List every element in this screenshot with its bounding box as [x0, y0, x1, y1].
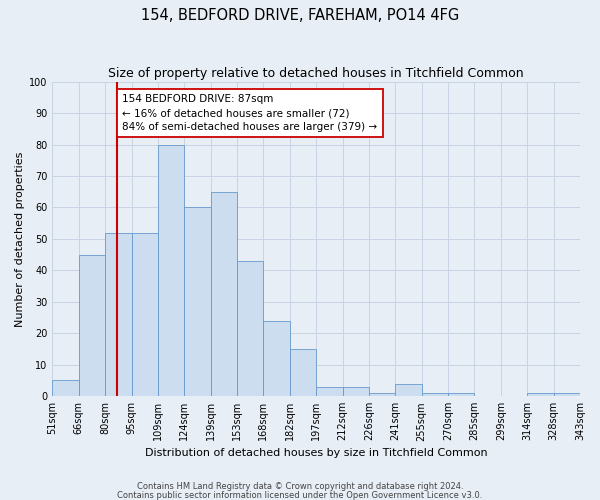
Bar [105, 232, 131, 396]
Bar [369, 393, 395, 396]
Bar [422, 393, 448, 396]
Bar [448, 393, 475, 396]
Y-axis label: Number of detached properties: Number of detached properties [15, 151, 25, 326]
Bar [527, 393, 554, 396]
Text: 154 BEDFORD DRIVE: 87sqm
← 16% of detached houses are smaller (72)
84% of semi-d: 154 BEDFORD DRIVE: 87sqm ← 16% of detach… [122, 94, 377, 132]
Bar [316, 387, 343, 396]
Bar [52, 380, 79, 396]
Text: Contains public sector information licensed under the Open Government Licence v3: Contains public sector information licen… [118, 491, 482, 500]
Bar [395, 384, 422, 396]
Bar [79, 254, 105, 396]
X-axis label: Distribution of detached houses by size in Titchfield Common: Distribution of detached houses by size … [145, 448, 488, 458]
Title: Size of property relative to detached houses in Titchfield Common: Size of property relative to detached ho… [109, 68, 524, 80]
Bar [184, 208, 211, 396]
Bar [343, 387, 369, 396]
Text: 154, BEDFORD DRIVE, FAREHAM, PO14 4FG: 154, BEDFORD DRIVE, FAREHAM, PO14 4FG [141, 8, 459, 22]
Bar [263, 320, 290, 396]
Bar [554, 393, 580, 396]
Bar [131, 232, 158, 396]
Bar [158, 144, 184, 396]
Text: Contains HM Land Registry data © Crown copyright and database right 2024.: Contains HM Land Registry data © Crown c… [137, 482, 463, 491]
Bar [237, 261, 263, 396]
Bar [290, 349, 316, 396]
Bar [211, 192, 237, 396]
